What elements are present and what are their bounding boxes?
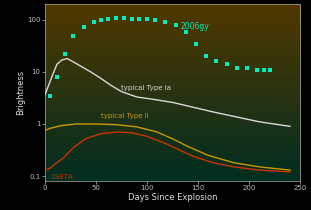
Point: [63, 52, 67, 56]
Point: [136, 17, 141, 21]
Point: [204, 55, 209, 58]
Point: [255, 68, 260, 71]
Text: 1987A: 1987A: [50, 174, 72, 180]
Point: [98, 19, 103, 22]
Point: [163, 21, 168, 24]
Point: [234, 66, 239, 70]
Point: [47, 94, 52, 97]
Text: 2006gy: 2006gy: [181, 22, 209, 31]
Point: [214, 60, 219, 63]
Text: typical Type II: typical Type II: [101, 113, 149, 119]
Point: [224, 63, 229, 66]
Point: [262, 68, 267, 71]
Point: [129, 17, 134, 20]
Text: typical Type Ia: typical Type Ia: [121, 85, 171, 91]
Point: [153, 19, 158, 22]
X-axis label: Days Since Explosion: Days Since Explosion: [128, 193, 217, 202]
Point: [183, 30, 188, 34]
Point: [71, 34, 76, 37]
Point: [267, 68, 272, 71]
Point: [114, 17, 119, 20]
Point: [105, 17, 110, 21]
Point: [244, 66, 249, 70]
Point: [81, 26, 86, 29]
Point: [54, 75, 59, 79]
Point: [193, 42, 198, 45]
Point: [144, 18, 149, 21]
Y-axis label: Brightness: Brightness: [16, 70, 26, 115]
Point: [122, 16, 127, 20]
Point: [91, 21, 96, 24]
Point: [173, 23, 178, 27]
